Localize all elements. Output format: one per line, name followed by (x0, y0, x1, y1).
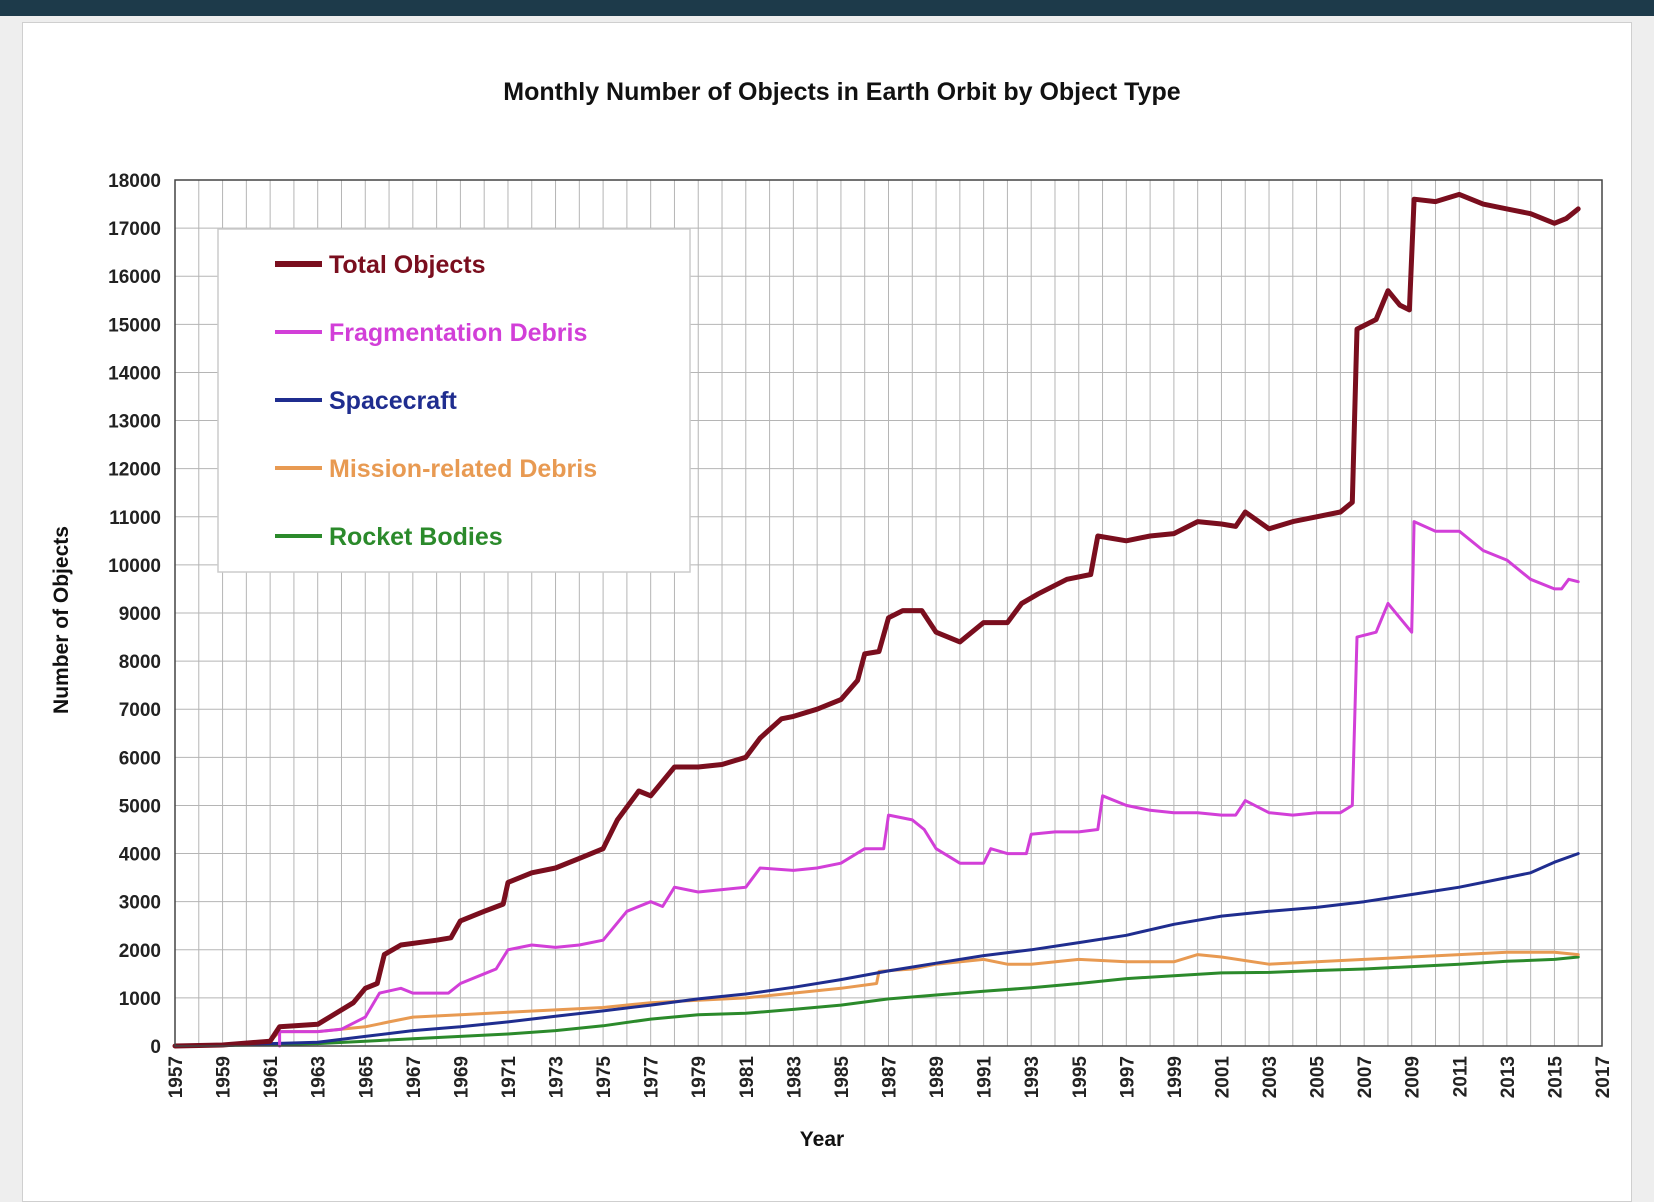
x-tick-label: 1957 (166, 1056, 187, 1098)
x-tick-label: 1985 (832, 1056, 853, 1099)
y-tick-label: 14000 (108, 363, 161, 384)
y-tick-label: 12000 (108, 460, 161, 481)
y-tick-label: 10000 (108, 556, 161, 577)
x-tick-label: 1995 (1070, 1056, 1091, 1099)
x-tick-label: 1979 (689, 1056, 710, 1098)
y-axis-label: Number of Objects (50, 526, 73, 714)
y-tick-label: 6000 (119, 748, 161, 769)
y-tick-label: 1000 (119, 989, 161, 1010)
y-tick-label: 9000 (119, 604, 161, 625)
x-tick-label: 1989 (927, 1056, 948, 1098)
legend: Total Objects Fragmentation Debris Spacecr… (217, 228, 691, 573)
x-tick-label: 1997 (1117, 1056, 1138, 1098)
x-tick-label: 1977 (642, 1056, 663, 1098)
x-tick-label: 1991 (975, 1056, 996, 1099)
y-tick-label: 5000 (119, 796, 161, 817)
legend-label: Total Objects (329, 251, 486, 279)
y-tick-labels: 0 1000 2000 3000 4000 5000 6000 7000 8000 9000 100… (108, 171, 161, 1058)
x-tick-label: 2003 (1260, 1056, 1281, 1098)
x-tick-label: 1969 (451, 1056, 472, 1098)
x-axis-label: Year (800, 1128, 844, 1151)
x-tick-label: 1967 (404, 1056, 425, 1098)
y-tick-label: 18000 (108, 171, 161, 192)
x-tick-label: 1973 (547, 1056, 568, 1098)
y-tick-label: 13000 (108, 412, 161, 433)
x-tick-label: 1965 (356, 1056, 377, 1099)
y-tick-label: 0 (150, 1037, 161, 1058)
legend-label: Mission-related Debris (329, 455, 597, 483)
y-tick-label: 8000 (119, 652, 161, 673)
x-tick-label: 1987 (880, 1056, 901, 1098)
legend-label: Rocket Bodies (329, 523, 503, 551)
x-tick-label: 2009 (1403, 1056, 1424, 1098)
y-tick-label: 3000 (119, 893, 161, 914)
y-tick-label: 2000 (119, 941, 161, 962)
y-tick-label: 16000 (108, 267, 161, 288)
window-top-bar (0, 0, 1654, 16)
series-line-total-objects (172, 191, 1581, 1049)
series-layer (172, 191, 1581, 1049)
x-tick-label: 1975 (594, 1056, 615, 1099)
x-tick-labels: 1957 1959 1961 1963 1965 1967 1969 1971 1973 1975… (166, 1056, 1614, 1099)
x-tick-label: 2005 (1308, 1056, 1329, 1099)
x-tick-label: 1999 (1165, 1056, 1186, 1098)
x-tick-label: 1983 (784, 1056, 805, 1098)
x-tick-label: 1971 (499, 1056, 520, 1099)
x-tick-label: 1963 (309, 1056, 330, 1098)
chart-title: Monthly Number of Objects in Earth Orbit… (503, 78, 1180, 106)
y-tick-label: 11000 (109, 508, 161, 529)
y-tick-label: 4000 (119, 845, 161, 866)
series-line-spacecraft (173, 852, 1580, 1048)
plot-frame (174, 179, 1603, 1047)
x-tick-label: 1993 (1022, 1056, 1043, 1098)
x-tick-label: 2015 (1545, 1056, 1566, 1099)
series-line-fragmentation-debris (278, 520, 1580, 1048)
x-tick-label: 1961 (261, 1056, 282, 1099)
x-tick-label: 1959 (214, 1056, 235, 1098)
x-tick-label: 2017 (1593, 1056, 1614, 1098)
legend-label: Spacecraft (329, 387, 458, 415)
x-tick-label: 1981 (737, 1056, 758, 1099)
x-tick-label: 2001 (1212, 1056, 1233, 1099)
series-line-rocket-bodies (173, 955, 1580, 1048)
y-tick-label: 17000 (108, 219, 161, 240)
x-tick-label: 2011 (1450, 1056, 1471, 1098)
x-tick-label: 2007 (1355, 1056, 1376, 1098)
y-tick-label: 15000 (108, 315, 161, 336)
legend-label: Fragmentation Debris (329, 319, 587, 347)
x-tick-label: 2013 (1498, 1056, 1519, 1098)
y-tick-label: 7000 (119, 700, 161, 721)
